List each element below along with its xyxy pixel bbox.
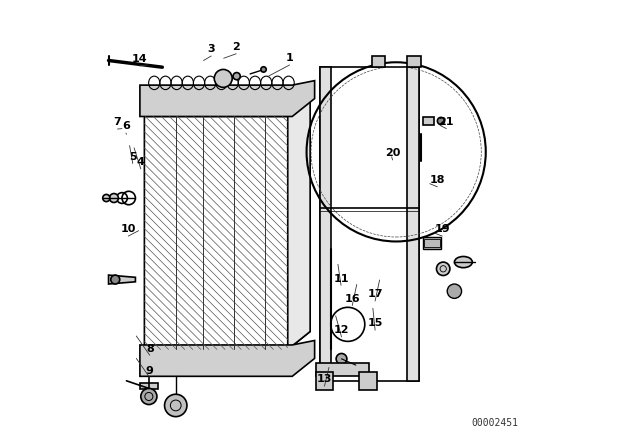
Text: 11: 11: [333, 274, 349, 284]
Bar: [423, 117, 434, 125]
Bar: [407, 56, 421, 67]
Circle shape: [261, 67, 266, 72]
Bar: [371, 56, 385, 67]
Text: 18: 18: [429, 175, 445, 185]
Text: 13: 13: [317, 375, 332, 384]
Text: 17: 17: [367, 289, 383, 299]
Polygon shape: [140, 340, 315, 376]
Circle shape: [214, 69, 232, 87]
Circle shape: [111, 275, 120, 284]
Bar: [140, 383, 158, 389]
Bar: [316, 372, 333, 390]
Circle shape: [109, 194, 118, 202]
Circle shape: [164, 394, 187, 417]
Text: 4: 4: [137, 157, 145, 167]
Bar: [360, 372, 378, 390]
Text: 16: 16: [344, 294, 360, 304]
Text: 7: 7: [114, 117, 122, 127]
Text: 19: 19: [435, 224, 450, 234]
Bar: [424, 239, 440, 247]
Text: 1: 1: [285, 53, 293, 63]
Circle shape: [437, 117, 445, 125]
Text: 10: 10: [120, 224, 136, 234]
Circle shape: [447, 284, 461, 298]
Polygon shape: [109, 275, 136, 284]
Text: 12: 12: [333, 325, 349, 335]
Text: 20: 20: [385, 148, 400, 158]
Polygon shape: [288, 94, 310, 349]
Bar: [423, 237, 441, 249]
Circle shape: [336, 353, 347, 364]
Text: 21: 21: [438, 117, 454, 127]
Ellipse shape: [454, 256, 472, 268]
Polygon shape: [407, 67, 419, 381]
Polygon shape: [316, 363, 369, 376]
Text: 14: 14: [132, 54, 147, 64]
Text: 6: 6: [122, 121, 130, 131]
Text: 9: 9: [146, 366, 154, 376]
Text: 2: 2: [232, 42, 240, 52]
Circle shape: [233, 73, 240, 80]
Circle shape: [436, 262, 450, 276]
Text: 3: 3: [207, 44, 215, 54]
Polygon shape: [140, 81, 315, 116]
Text: 5: 5: [129, 152, 136, 162]
Bar: [320, 67, 419, 381]
Circle shape: [103, 194, 110, 202]
Text: 00002451: 00002451: [471, 418, 518, 428]
Text: 8: 8: [146, 344, 154, 353]
Circle shape: [141, 388, 157, 405]
Text: 15: 15: [367, 319, 383, 328]
Polygon shape: [320, 67, 332, 381]
